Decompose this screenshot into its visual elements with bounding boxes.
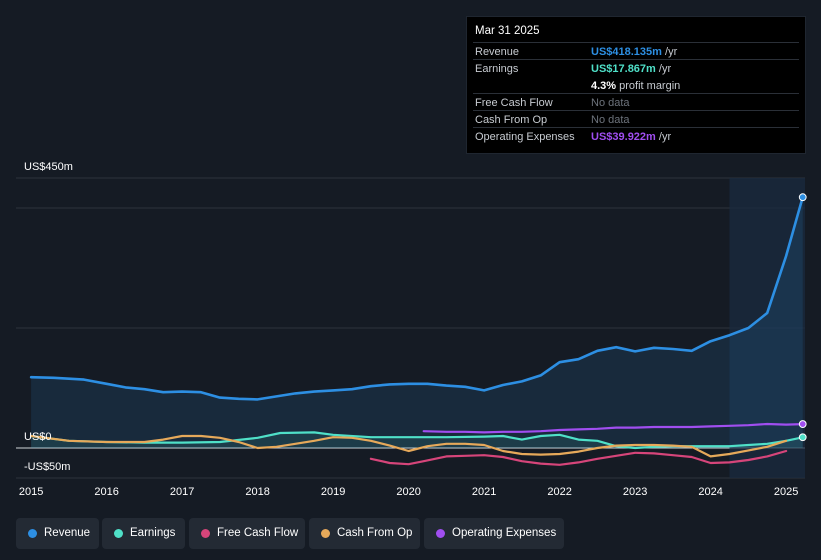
x-tick-label: 2019 xyxy=(321,486,345,498)
x-tick-label: 2017 xyxy=(170,486,194,498)
legend-label: Free Cash Flow xyxy=(217,527,299,539)
revenue-end-point xyxy=(798,193,807,202)
earnings-dot-icon xyxy=(114,529,123,538)
chart-area: US$450m US$0 -US$50m 2015 2016 2017 2018 2019 2… xyxy=(16,161,807,498)
operating-expenses-line xyxy=(422,422,804,434)
operating-expenses-end-point xyxy=(798,420,807,428)
legend-label: Cash From Op xyxy=(337,527,413,539)
revenue-line xyxy=(29,195,804,401)
x-tick-label: 2024 xyxy=(698,486,722,498)
tooltip-value: 4.3% xyxy=(591,80,617,92)
tooltip-value: US$418.135m xyxy=(591,46,662,58)
tooltip-row-cash-from-op: Cash From Op No data xyxy=(473,110,799,128)
tooltip-row-free-cash-flow: Free Cash Flow No data xyxy=(473,93,799,111)
x-tick-label: 2021 xyxy=(472,486,496,498)
earnings-end-point xyxy=(798,433,807,442)
tooltip-row-earnings: Earnings US$17.867m /yr xyxy=(473,59,799,77)
cash-from-op-dot-icon xyxy=(321,529,330,538)
tooltip-label: Free Cash Flow xyxy=(475,97,553,109)
legend-item-cash-from-op[interactable]: Cash From Op xyxy=(309,518,420,549)
x-tick-label: 2020 xyxy=(396,486,420,498)
legend-item-earnings[interactable]: Earnings xyxy=(102,518,185,549)
free-cash-flow-line xyxy=(369,449,788,466)
legend-item-revenue[interactable]: Revenue xyxy=(16,518,99,549)
tooltip-unit: /yr xyxy=(658,131,672,143)
x-tick-label: 2023 xyxy=(623,486,647,498)
earnings-line xyxy=(30,431,804,450)
tooltip-row-profit-margin: 4.3% profit margin xyxy=(473,76,799,94)
tooltip-value: No data xyxy=(591,114,630,126)
tooltip-unit: profit margin xyxy=(619,80,681,92)
operating-expenses-dot-icon xyxy=(436,529,445,538)
forecast-region xyxy=(729,178,805,478)
legend-label: Operating Expenses xyxy=(452,527,557,539)
tooltip-date: Mar 31 2025 xyxy=(475,25,540,37)
tooltip-row-revenue: Revenue US$418.135m /yr xyxy=(473,42,799,60)
tooltip-unit: /yr xyxy=(665,46,678,58)
tooltip-unit: /yr xyxy=(658,63,672,75)
x-tick-label: 2016 xyxy=(94,486,118,498)
tooltip-label: Operating Expenses xyxy=(475,131,575,143)
tooltip-value: No data xyxy=(591,97,630,109)
tooltip-value: US$17.867m xyxy=(591,63,656,75)
tooltip-panel: Mar 31 2025 Revenue US$418.135m /yr Earn… xyxy=(466,16,806,154)
revenue-area xyxy=(31,197,803,448)
cash-from-op-line xyxy=(30,434,788,458)
tooltip-row-operating-expenses: Operating Expenses US$39.922m /yr xyxy=(473,127,799,145)
earnings-area xyxy=(31,432,803,448)
y-tick-label: US$0 xyxy=(24,431,52,443)
tooltip-label: Revenue xyxy=(475,46,520,58)
revenue-dot-icon xyxy=(28,529,37,538)
legend-label: Revenue xyxy=(44,527,91,539)
legend-item-free-cash-flow[interactable]: Free Cash Flow xyxy=(189,518,305,549)
tooltip-label: Earnings xyxy=(475,63,519,75)
x-tick-label: 2015 xyxy=(19,486,43,498)
x-tick-label: 2025 xyxy=(774,486,798,498)
x-tick-label: 2022 xyxy=(547,486,571,498)
y-tick-label: US$450m xyxy=(24,161,73,173)
legend-label: Earnings xyxy=(130,527,176,539)
x-tick-label: 2018 xyxy=(245,486,269,498)
y-tick-label: -US$50m xyxy=(24,461,70,473)
tooltip-label: Cash From Op xyxy=(475,114,548,126)
legend-item-operating-expenses[interactable]: Operating Expenses xyxy=(424,518,564,549)
free-cash-flow-dot-icon xyxy=(201,529,210,538)
tooltip-value: US$39.922m xyxy=(591,131,656,143)
